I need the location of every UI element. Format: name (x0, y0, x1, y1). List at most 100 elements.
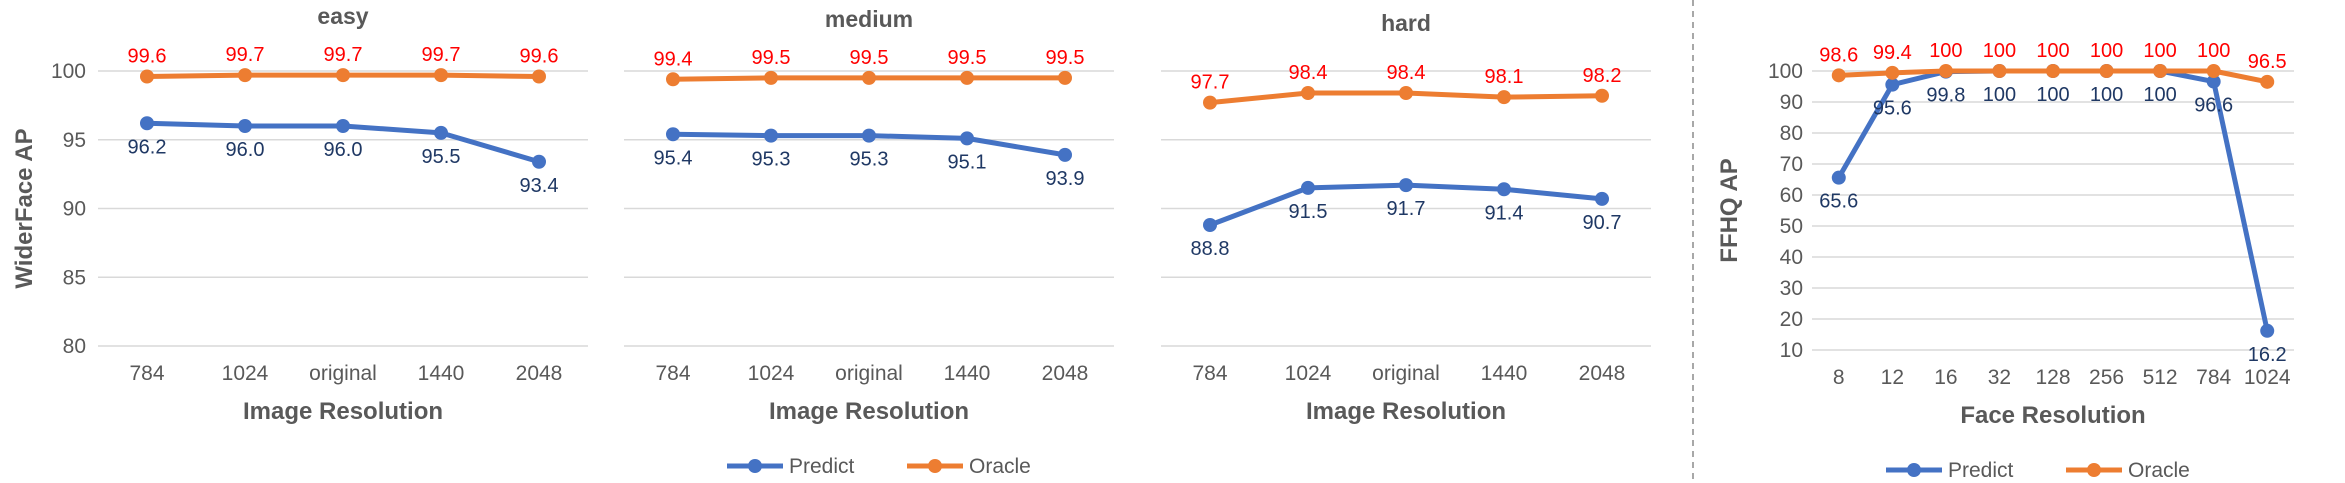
data-point-predict (1058, 147, 1072, 162)
data-point-predict (1831, 170, 1846, 185)
legend-label-predict: Predict (1948, 459, 2014, 482)
data-point-oracle (1058, 70, 1072, 85)
data-point-predict (2206, 74, 2221, 89)
data-label-predict: 16.2 (2248, 344, 2287, 366)
y-tick-label: 100 (51, 60, 86, 83)
data-point-oracle (1992, 64, 2007, 78)
data-point-oracle (238, 68, 252, 83)
x-tick-label: 8 (1833, 366, 1845, 389)
data-point-predict (140, 116, 154, 131)
data-point-oracle (1399, 86, 1413, 100)
data-label-predict: 95.6 (1873, 98, 1912, 120)
x-tick-label: 2048 (516, 362, 563, 385)
x-tick-label: 1440 (1481, 362, 1528, 385)
chart-title: easy (317, 3, 368, 29)
legend-marker-oracle (928, 459, 942, 473)
data-point-oracle (960, 70, 974, 85)
data-label-predict: 100 (1983, 84, 2016, 106)
data-label-predict: 93.4 (520, 175, 559, 197)
data-label-oracle: 97.7 (1191, 72, 1230, 94)
data-point-predict (1399, 178, 1413, 193)
data-label-predict: 90.7 (1583, 212, 1622, 234)
x-tick-label: 256 (2089, 366, 2124, 389)
y-tick-label: 30 (1780, 277, 1803, 300)
x-tick-label: 2048 (1579, 362, 1626, 385)
x-axis-label: Image Resolution (1306, 398, 1506, 425)
data-label-oracle: 98.4 (1387, 62, 1426, 84)
y-tick-label: 95 (63, 129, 86, 152)
data-label-predict: 100 (2036, 84, 2069, 106)
data-label-oracle: 99.6 (128, 46, 167, 68)
data-label-oracle: 100 (2143, 40, 2176, 62)
data-label-oracle: 99.5 (948, 47, 987, 69)
x-tick-label: 128 (2035, 366, 2070, 389)
y-tick-label: 80 (63, 335, 86, 358)
data-label-predict: 100 (2143, 84, 2176, 106)
data-point-oracle (2153, 64, 2168, 78)
data-label-predict: 88.8 (1191, 238, 1230, 260)
x-tick-label: original (835, 362, 903, 385)
data-point-predict (434, 125, 448, 140)
data-point-predict (1885, 77, 1900, 92)
data-point-oracle (666, 72, 680, 87)
legend-marker-predict (748, 459, 762, 473)
data-label-predict: 100 (2090, 84, 2123, 106)
x-tick-label: 1440 (944, 362, 991, 385)
data-point-oracle (336, 68, 350, 83)
data-label-predict: 95.3 (850, 149, 889, 171)
data-label-oracle: 100 (1929, 40, 1962, 62)
legend-marker-oracle (2087, 463, 2101, 477)
y-tick-label: 85 (63, 266, 86, 289)
data-label-oracle: 99.5 (752, 47, 791, 69)
data-point-oracle (140, 69, 154, 84)
chart-title: hard (1381, 10, 1431, 36)
data-point-oracle (764, 70, 778, 85)
data-point-oracle (2099, 64, 2114, 78)
data-label-predict: 96.6 (2194, 95, 2233, 117)
data-label-oracle: 99.5 (1046, 47, 1085, 69)
y-axis-label: WiderFace AP (11, 128, 38, 288)
y-tick-label: 20 (1780, 308, 1803, 331)
data-point-oracle (1938, 64, 1953, 78)
data-point-predict (2260, 323, 2275, 338)
x-axis-label: Face Resolution (1960, 402, 2145, 429)
legend-label-oracle: Oracle (2128, 459, 2190, 482)
data-label-predict: 91.4 (1485, 202, 1524, 224)
data-point-predict (1497, 182, 1511, 197)
data-point-oracle (2206, 64, 2221, 78)
data-label-oracle: 99.7 (422, 44, 461, 66)
x-tick-label: 12 (1881, 366, 1904, 389)
legend-label-oracle: Oracle (969, 455, 1031, 478)
data-label-predict: 93.9 (1046, 168, 1085, 190)
data-label-predict: 65.6 (1819, 191, 1858, 213)
data-point-predict (862, 128, 876, 143)
y-tick-label: 90 (63, 198, 86, 221)
y-tick-label: 10 (1780, 339, 1803, 362)
data-point-predict (960, 131, 974, 146)
data-point-oracle (532, 69, 546, 84)
x-axis-label: Image Resolution (769, 398, 969, 425)
x-tick-label: 1024 (2244, 366, 2291, 389)
data-label-oracle: 99.4 (654, 48, 693, 70)
data-point-oracle (2260, 74, 2275, 89)
x-tick-label: 16 (1934, 366, 1957, 389)
x-tick-label: 2048 (1042, 362, 1089, 385)
data-label-predict: 95.5 (422, 146, 461, 168)
x-tick-label: 784 (2196, 366, 2231, 389)
y-tick-label: 40 (1780, 246, 1803, 269)
x-tick-label: 784 (655, 362, 690, 385)
data-label-predict: 91.5 (1289, 201, 1328, 223)
x-tick-label: 512 (2143, 366, 2178, 389)
data-label-oracle: 100 (1983, 40, 2016, 62)
data-label-oracle: 99.6 (520, 46, 559, 68)
y-tick-label: 90 (1780, 91, 1803, 114)
data-point-oracle (434, 68, 448, 83)
y-axis-label: FFHQ AP (1716, 158, 1743, 262)
y-tick-label: 60 (1780, 184, 1803, 207)
x-tick-label: 1024 (222, 362, 269, 385)
x-tick-label: original (309, 362, 377, 385)
data-point-predict (1203, 218, 1217, 232)
data-point-oracle (1595, 88, 1609, 103)
x-tick-label: 1440 (418, 362, 465, 385)
